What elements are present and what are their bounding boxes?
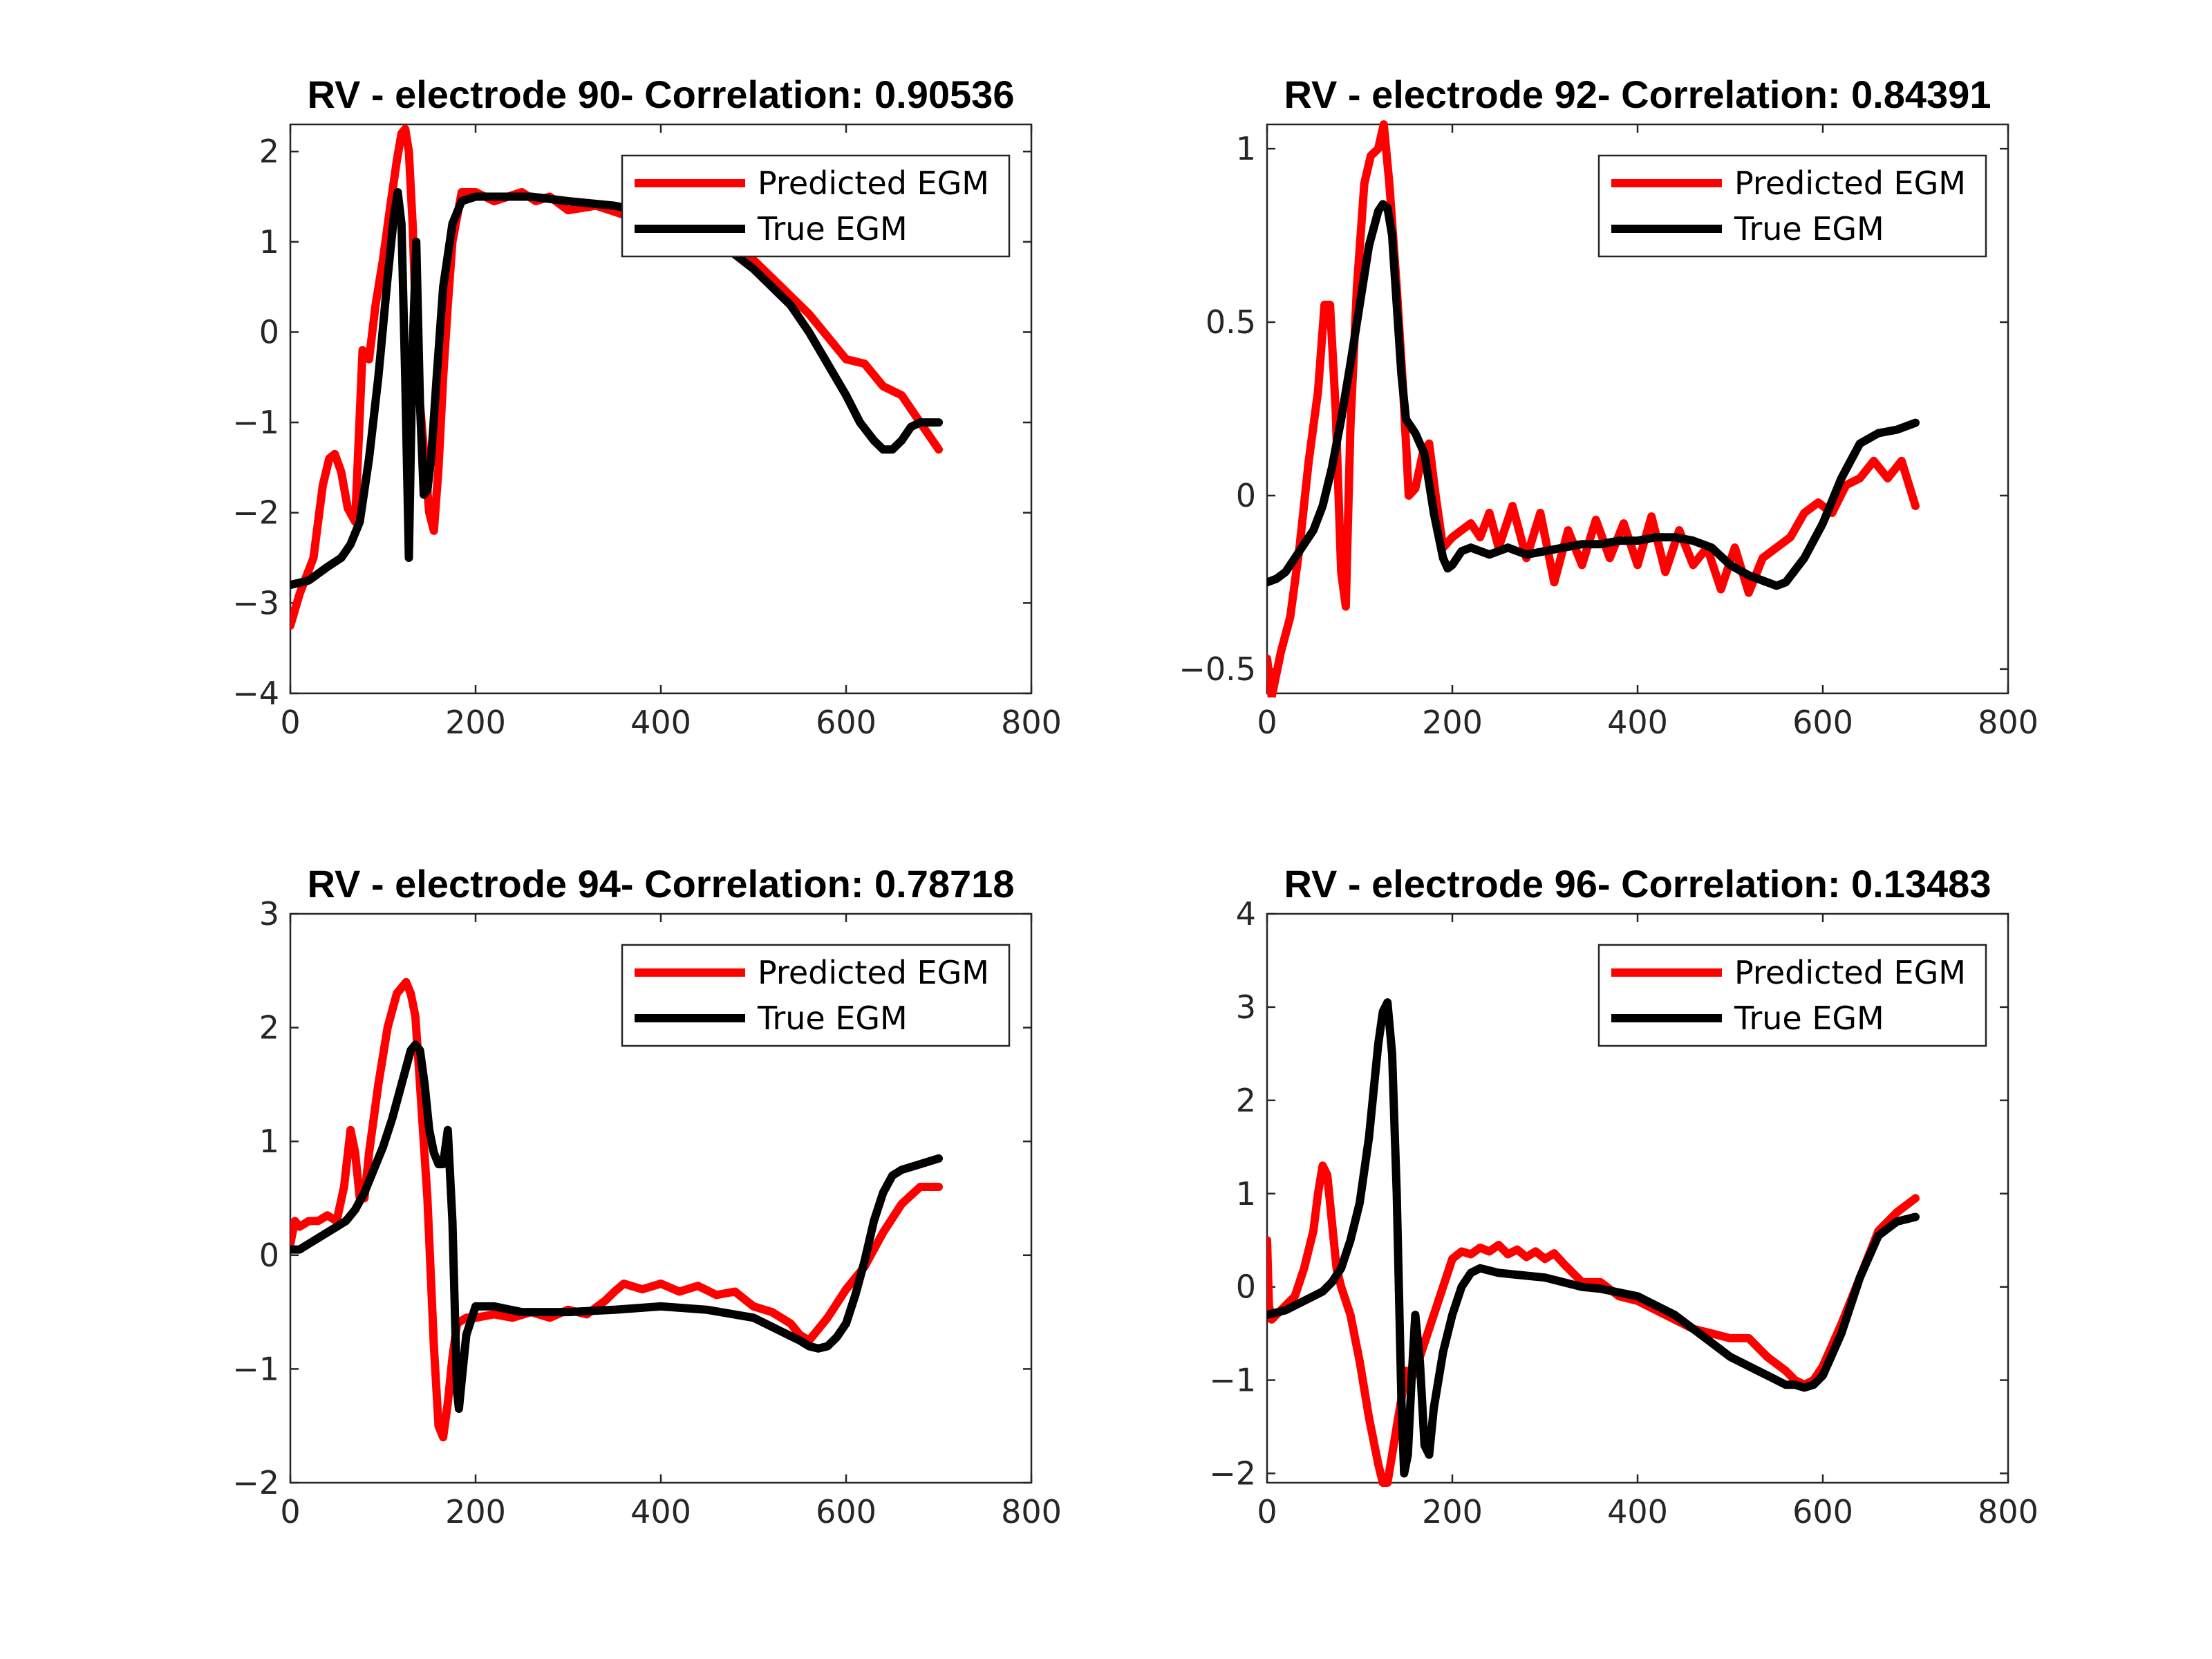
chart-panel-4: 0 200 400 600 800 −2 −1 0 1 2 3 4 RV - electrode 96-… bbox=[1209, 862, 2038, 1530]
true-egm-line bbox=[1267, 998, 1920, 1478]
true-egm-line bbox=[290, 188, 943, 590]
y-tick-label: −2 bbox=[232, 494, 279, 532]
chart-panel-1: 0 200 400 600 800 −4 −3 −2 −1 0 1 2 RV - electrode 9… bbox=[232, 73, 1062, 741]
y-tick-label: −2 bbox=[1209, 1455, 1256, 1492]
y-tick-label: 3 bbox=[259, 895, 279, 932]
x-tick-label: 600 bbox=[1792, 704, 1853, 741]
true-egm-line bbox=[1267, 200, 1920, 590]
y-tick-label: −1 bbox=[232, 404, 279, 441]
y-tick-label: 3 bbox=[1236, 988, 1256, 1026]
legend-label: True EGM bbox=[757, 1000, 908, 1037]
predicted-egm-line bbox=[1267, 1161, 1920, 1487]
chart-panel-3: 0 200 400 600 800 −2 −1 0 1 2 3 RV - electrode 94- … bbox=[232, 862, 1062, 1530]
legend-label: True EGM bbox=[1734, 210, 1884, 247]
true-egm-line bbox=[290, 1040, 943, 1413]
y-tick-label: 2 bbox=[1236, 1082, 1256, 1119]
y-tick-label: 1 bbox=[259, 223, 279, 261]
y-tick-label: −1 bbox=[1209, 1362, 1256, 1399]
y-tick-label: 2 bbox=[259, 133, 279, 170]
legend-label: Predicted EGM bbox=[1734, 954, 1966, 991]
x-tick-label: 600 bbox=[816, 704, 877, 741]
x-tick-label: 800 bbox=[1001, 1493, 1062, 1530]
y-tick-label: 0.5 bbox=[1206, 303, 1256, 341]
x-tick-label: 600 bbox=[816, 1493, 877, 1530]
y-tick-label: 1 bbox=[1236, 1175, 1256, 1212]
x-tick-label: 400 bbox=[630, 704, 691, 741]
legend-label: Predicted EGM bbox=[1734, 165, 1966, 202]
x-tick-label: 200 bbox=[445, 704, 506, 741]
x-tick-label: 0 bbox=[280, 1493, 300, 1530]
x-tick-label: 600 bbox=[1792, 1493, 1853, 1530]
legend: Predicted EGM True EGM bbox=[1597, 154, 1987, 258]
x-tick-label: 200 bbox=[1422, 704, 1483, 741]
predicted-egm-line bbox=[1267, 120, 1920, 697]
x-tick-label: 0 bbox=[1257, 704, 1277, 741]
y-tick-label: 0 bbox=[1236, 477, 1256, 514]
x-tick-label: 200 bbox=[445, 1493, 506, 1530]
y-tick-label: 2 bbox=[259, 1009, 279, 1047]
chart-title: RV - electrode 94- Correlation: 0.78718 bbox=[308, 862, 1015, 906]
x-tick-label: 200 bbox=[1422, 1493, 1483, 1530]
legend: Predicted EGM True EGM bbox=[621, 154, 1011, 258]
y-tick-label: 0 bbox=[259, 313, 279, 350]
chart-title: RV - electrode 90- Correlation: 0.90536 bbox=[308, 73, 1015, 116]
legend-box bbox=[621, 154, 1011, 258]
x-tick-label: 800 bbox=[1001, 704, 1062, 741]
predicted-egm-line bbox=[290, 124, 943, 630]
y-tick-label: −3 bbox=[232, 584, 279, 621]
y-tick-label: −1 bbox=[232, 1350, 279, 1387]
legend: Predicted EGM True EGM bbox=[621, 944, 1011, 1047]
legend-label: Predicted EGM bbox=[758, 165, 989, 202]
x-tick-label: 400 bbox=[1607, 1493, 1668, 1530]
y-tick-label: 1 bbox=[1236, 130, 1256, 167]
legend: Predicted EGM True EGM bbox=[1597, 944, 1987, 1047]
y-tick-label: 4 bbox=[1236, 895, 1256, 932]
y-tick-label: −4 bbox=[232, 675, 279, 712]
x-tick-label: 800 bbox=[1978, 704, 2038, 741]
y-tick-label: −2 bbox=[232, 1464, 279, 1501]
chart-title: RV - electrode 96- Correlation: 0.13483 bbox=[1284, 862, 1991, 906]
y-tick-label: 0 bbox=[1236, 1268, 1256, 1306]
chart-title: RV - electrode 92- Correlation: 0.84391 bbox=[1284, 73, 1991, 116]
x-tick-label: 0 bbox=[280, 704, 300, 741]
legend-label: True EGM bbox=[1734, 1000, 1884, 1037]
legend-label: True EGM bbox=[757, 210, 908, 247]
legend-box bbox=[1597, 154, 1987, 258]
y-tick-label: −0.5 bbox=[1179, 650, 1256, 688]
y-tick-label: 0 bbox=[259, 1237, 279, 1274]
y-tick-label: 1 bbox=[259, 1123, 279, 1160]
legend-box bbox=[621, 944, 1011, 1047]
legend-label: Predicted EGM bbox=[758, 954, 989, 991]
x-tick-label: 800 bbox=[1978, 1493, 2038, 1530]
x-tick-label: 0 bbox=[1257, 1493, 1277, 1530]
x-tick-label: 400 bbox=[1607, 704, 1668, 741]
x-tick-label: 400 bbox=[630, 1493, 691, 1530]
legend-box bbox=[1597, 944, 1987, 1047]
